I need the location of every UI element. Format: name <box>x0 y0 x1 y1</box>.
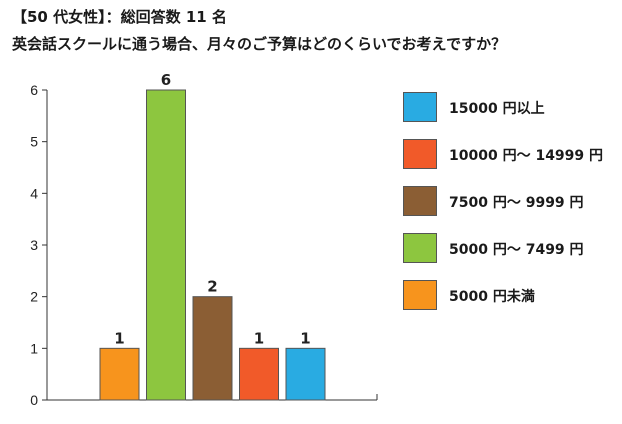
y-tick-label: 0 <box>30 392 38 408</box>
bar-value-label: 1 <box>114 329 124 347</box>
y-tick-label: 4 <box>30 185 38 201</box>
legend-swatch <box>403 233 437 263</box>
bar <box>239 347 279 401</box>
bar <box>99 347 140 401</box>
legend-label: 10000 円～ 14999 円 <box>449 148 604 164</box>
bar <box>146 89 186 401</box>
legend-label: 15000 円以上 <box>449 101 545 117</box>
legend-label: 5000 円～ 7499 円 <box>449 242 584 258</box>
legend-item-under-5000: 5000 円未満 <box>403 280 618 310</box>
legend-label: 7500 円～ 9999 円 <box>449 195 584 211</box>
legend-item-15000-plus: 15000 円以上 <box>403 92 618 122</box>
bar <box>192 296 233 401</box>
bar-value-label: 1 <box>254 329 264 347</box>
legend-swatch <box>403 186 437 216</box>
y-tick-label: 2 <box>30 289 38 305</box>
chart-subtitle: 【50 代女性】：総回答数 11 名 <box>12 8 227 26</box>
legend-swatch <box>403 280 437 310</box>
y-tick-label: 3 <box>30 237 38 253</box>
legend-swatch <box>403 139 437 169</box>
bar <box>285 347 326 401</box>
bar-value-label: 6 <box>161 71 171 89</box>
bar-value-label: 1 <box>300 329 310 347</box>
legend-swatch <box>403 92 437 122</box>
y-tick-label: 1 <box>30 340 38 356</box>
bar-value-label: 2 <box>207 278 217 296</box>
legend-item-5000-7499: 5000 円～ 7499 円 <box>403 233 618 263</box>
legend-item-7500-9999: 7500 円～ 9999 円 <box>403 186 618 216</box>
y-tick-label: 6 <box>30 82 38 98</box>
legend-item-10000-14999: 10000 円～ 14999 円 <box>403 139 618 169</box>
y-tick-label: 5 <box>30 134 38 150</box>
legend-label: 5000 円未満 <box>449 289 535 305</box>
chart-title: 英会話スクールに通う場合、月々のご予算はどのくらいでお考えですか？ <box>12 35 507 53</box>
